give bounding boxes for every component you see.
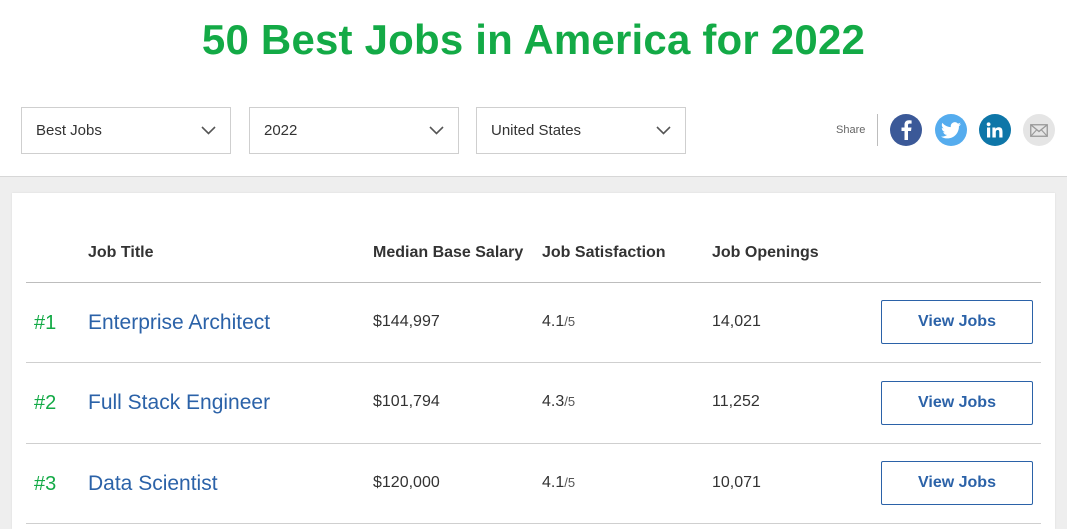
satisfaction-max: /5 [564,475,576,490]
satisfaction-max: /5 [564,314,576,329]
filter-country-value: United States [491,122,582,139]
filter-category-select[interactable]: Best Jobs [21,107,231,154]
openings-value: 11,252 [712,393,760,410]
satisfaction-max: /5 [564,394,576,409]
page-title: 50 Best Jobs in America for 2022 [201,16,866,63]
job-title-link[interactable]: Enterprise Architect [88,311,271,334]
header-job-satisfaction: Job Satisfaction [542,244,666,261]
view-jobs-button[interactable]: View Jobs [881,461,1033,505]
header-job-title: Job Title [88,244,154,261]
email-icon [1030,123,1048,137]
chevron-down-icon [429,126,444,135]
filter-country-select[interactable]: United States [476,107,686,154]
header-divider [26,282,1041,283]
satisfaction-value: 4.3/5 [542,393,575,411]
filter-year-value: 2022 [264,122,298,139]
twitter-share-button[interactable] [935,114,967,146]
view-jobs-button[interactable]: View Jobs [881,300,1033,344]
linkedin-icon [986,122,1003,138]
twitter-icon [941,121,961,138]
row-divider [26,443,1041,444]
view-jobs-button[interactable]: View Jobs [881,381,1033,425]
rank-label: #2 [34,392,57,414]
facebook-icon [901,120,912,140]
openings-value: 10,071 [712,474,761,491]
salary-value: $120,000 [373,474,440,491]
linkedin-share-button[interactable] [979,114,1011,146]
openings-value: 14,021 [712,313,761,330]
share-label: Share [836,124,866,136]
filter-year-select[interactable]: 2022 [249,107,459,154]
header-median-salary: Median Base Salary [373,244,524,261]
salary-value: $144,997 [373,313,440,330]
chevron-down-icon [656,126,671,135]
salary-value: $101,794 [373,393,440,410]
job-title-link[interactable]: Data Scientist [88,472,218,495]
satisfaction-value: 4.1/5 [542,474,575,492]
row-divider [26,523,1041,524]
rank-label: #3 [34,473,57,495]
email-share-button[interactable] [1023,114,1055,146]
job-title-link[interactable]: Full Stack Engineer [88,391,271,414]
satisfaction-score: 4.1 [542,474,565,491]
share-divider [877,114,878,146]
rank-label: #1 [34,312,57,334]
satisfaction-score: 4.1 [542,313,565,330]
chevron-down-icon [201,126,216,135]
facebook-share-button[interactable] [890,114,922,146]
satisfaction-value: 4.1/5 [542,313,575,331]
satisfaction-score: 4.3 [542,393,565,410]
header-job-openings: Job Openings [712,244,819,261]
row-divider [26,362,1041,363]
filter-category-value: Best Jobs [36,122,102,139]
